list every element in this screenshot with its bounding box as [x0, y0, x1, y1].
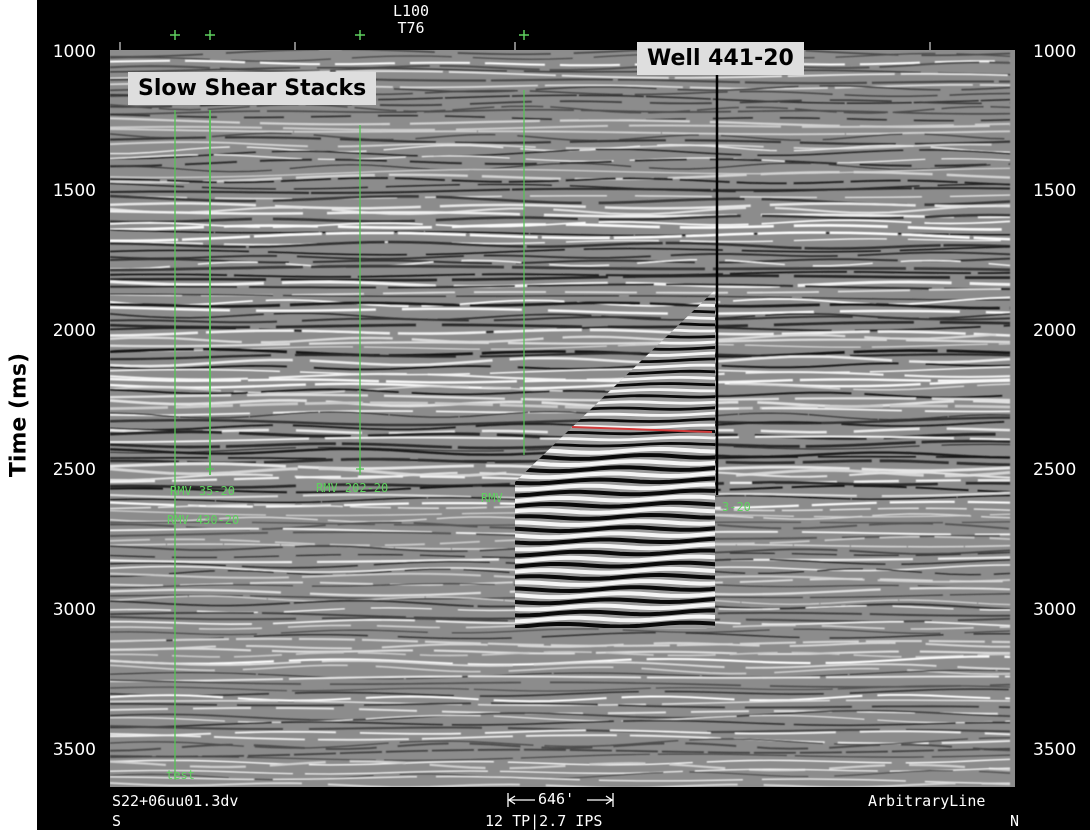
- y-tick-left-1500: 1500: [52, 181, 96, 201]
- header-trace: T76: [397, 19, 425, 37]
- interpreted-horizon: [571, 426, 713, 433]
- header-line: L100: [392, 2, 430, 20]
- top-well-markers: [119, 30, 931, 50]
- direction-north: N: [1010, 812, 1020, 830]
- y-tick-left-1000: 1000: [52, 42, 96, 62]
- scale-bar: [507, 793, 614, 807]
- line-type: ArbitraryLine: [868, 792, 986, 810]
- y-tick-right-2000: 2000: [1033, 321, 1077, 341]
- scale-bar-label: 646': [538, 790, 575, 808]
- y-tick-left-2000: 2000: [52, 321, 96, 341]
- seismic-section: [110, 50, 1015, 787]
- well-label-430-20: RMV 430-20: [167, 513, 240, 527]
- direction-south: S: [112, 812, 122, 830]
- y-tick-right-1500: 1500: [1033, 181, 1077, 201]
- y-tick-left-3500: 3500: [52, 740, 96, 760]
- y-axis-title-panel: Time (ms): [0, 0, 37, 830]
- well-441-20-callout: Well 441-20: [637, 42, 804, 75]
- slow-shear-stacks-callout: Slow Shear Stacks: [128, 72, 377, 105]
- y-tick-right-1000: 1000: [1033, 42, 1077, 62]
- y-tick-right-3500: 3500: [1033, 740, 1077, 760]
- y-tick-left-2500: 2500: [52, 460, 96, 480]
- y-axis-title: Time (ms): [6, 352, 31, 478]
- well-label-202-20: RMV 202-20: [316, 481, 389, 495]
- well-label-test: test: [166, 768, 195, 782]
- well-label-35-20: RMV 35-20: [170, 484, 236, 498]
- display-scale: 12 TP|2.7 IPS: [485, 812, 603, 830]
- well-label-rmv: RMV: [481, 491, 503, 505]
- dataset-name: S22+06uu01.3dv: [112, 792, 239, 810]
- y-tick-right-3000: 3000: [1033, 600, 1077, 620]
- y-tick-left-3000: 3000: [52, 600, 96, 620]
- y-tick-right-2500: 2500: [1033, 460, 1077, 480]
- well-label-3-20: 3-20: [722, 500, 751, 514]
